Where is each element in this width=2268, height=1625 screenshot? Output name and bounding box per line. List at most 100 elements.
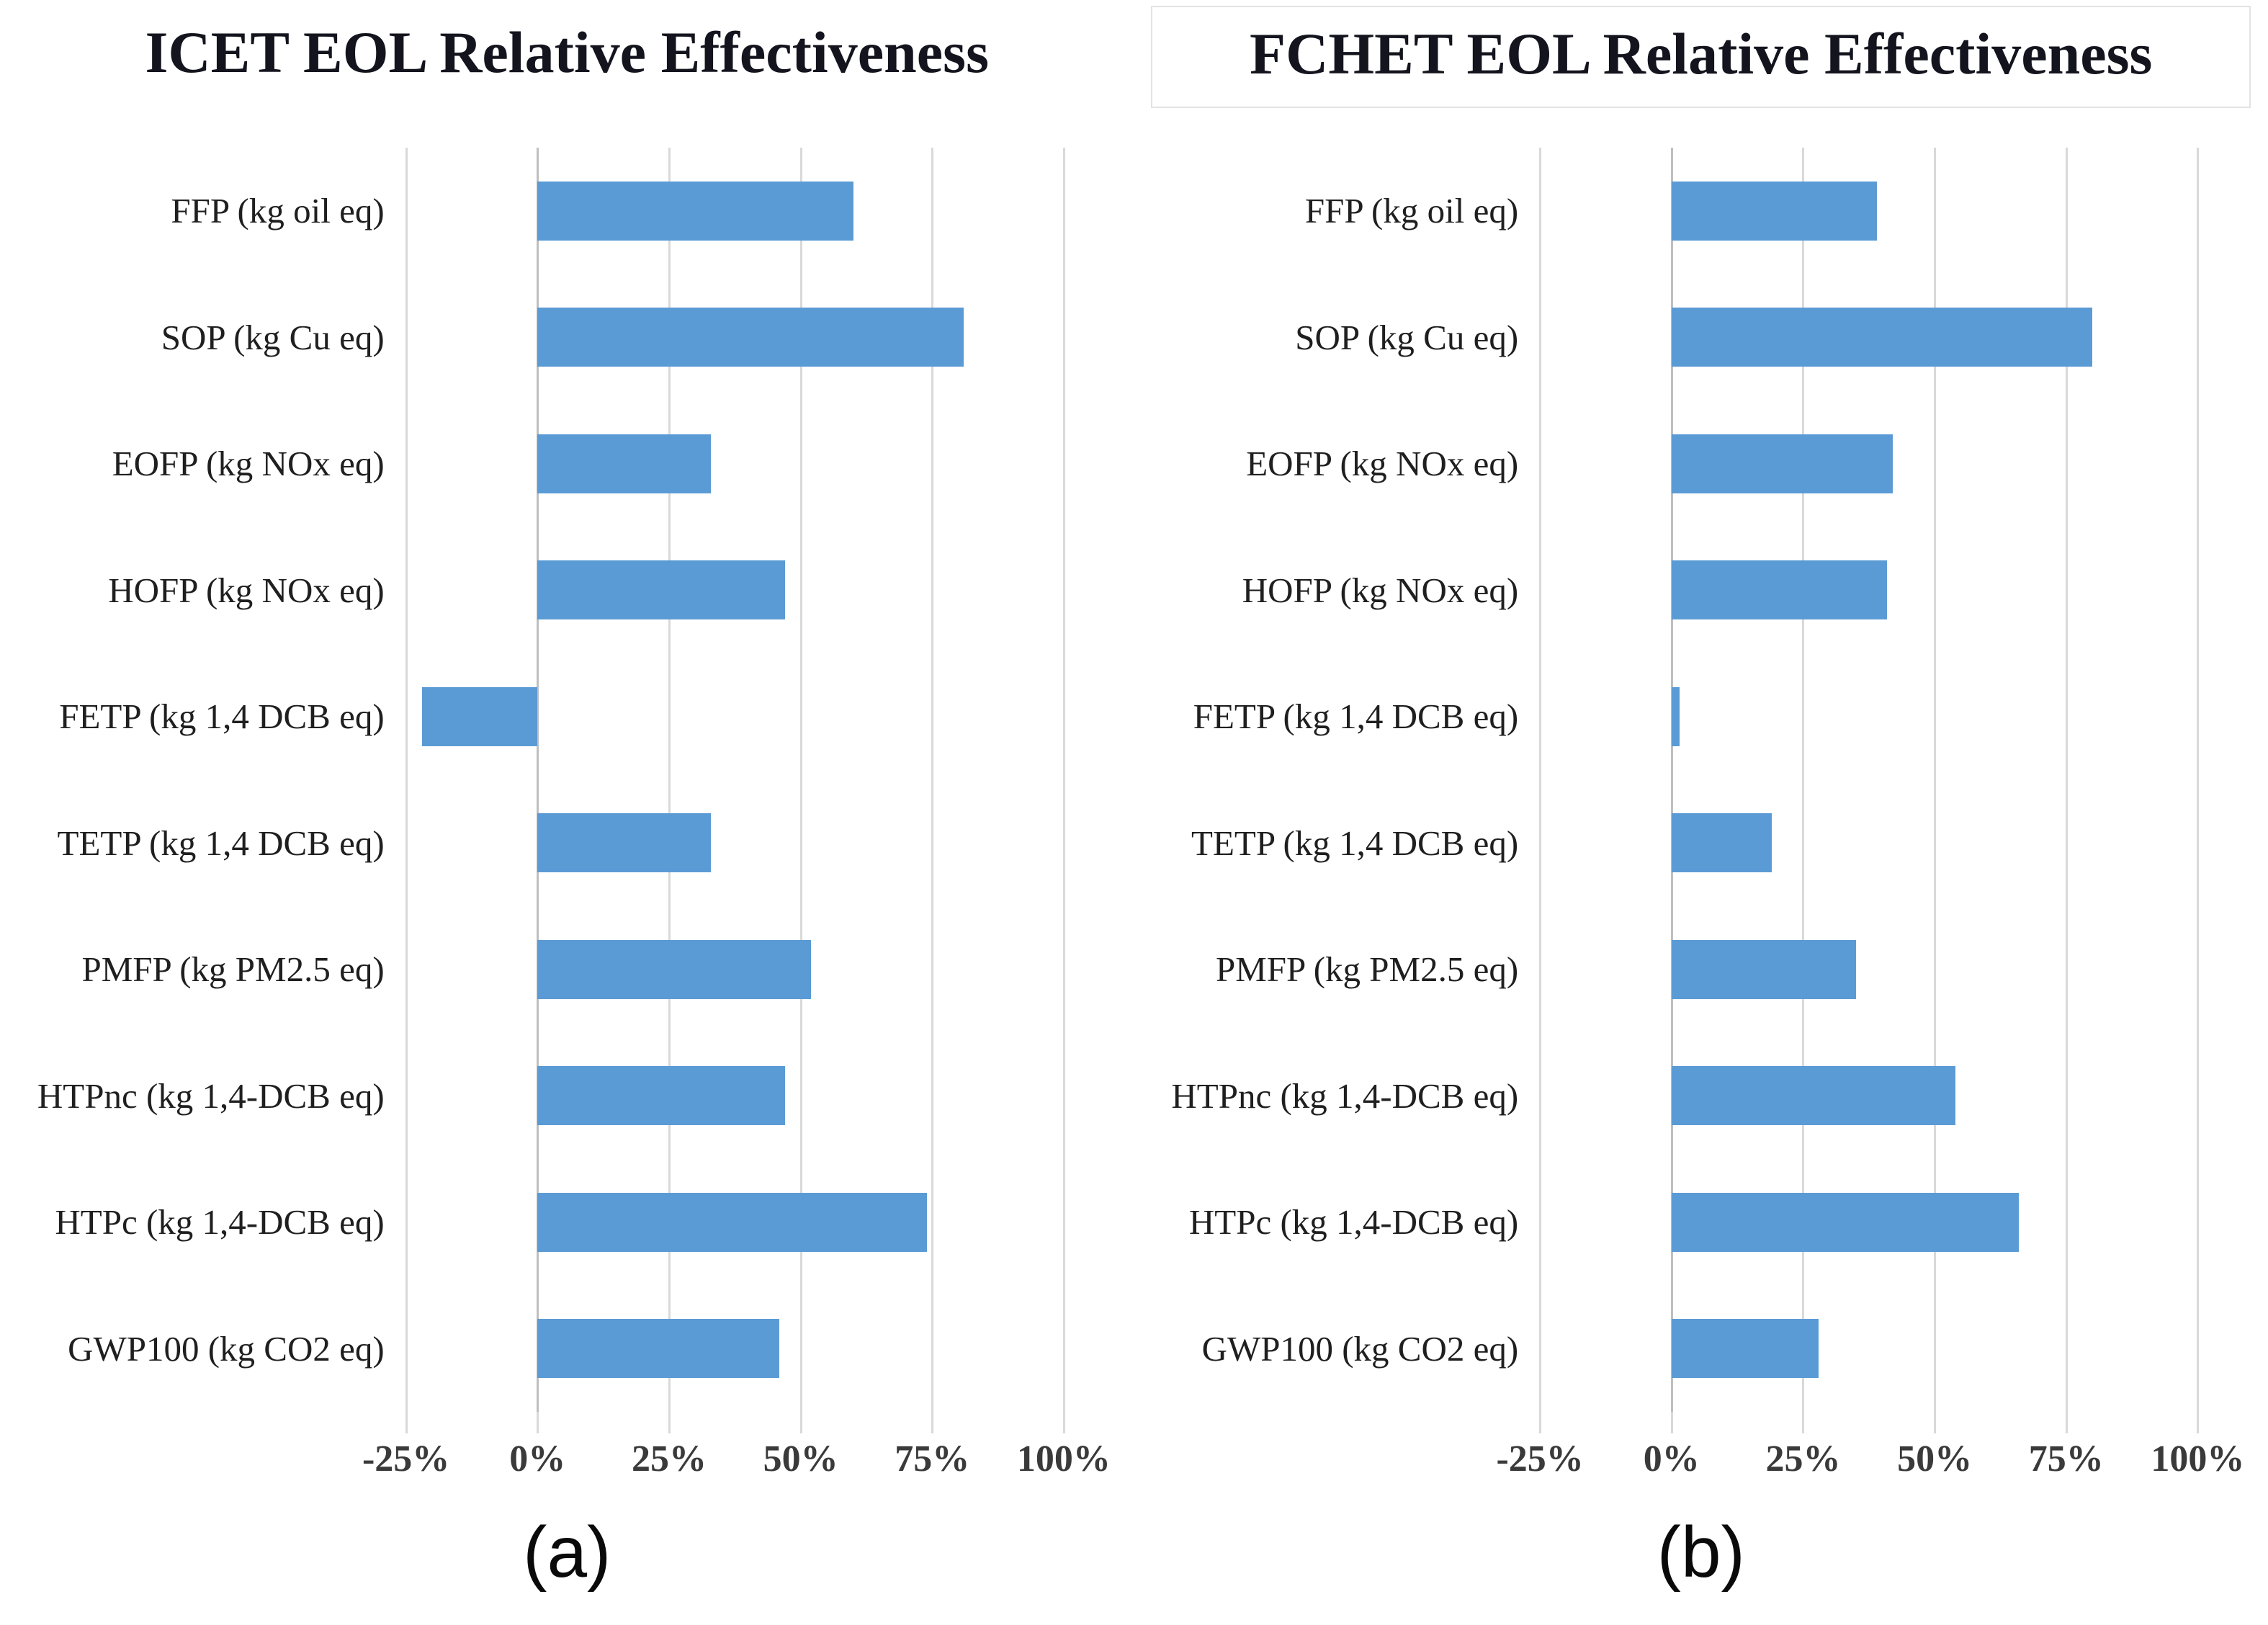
axis-tick-label: -25% <box>1496 1438 1584 1479</box>
category-label: HOFP (kg NOx eq) <box>108 570 385 610</box>
axis-tick-label: 0% <box>1643 1438 1700 1479</box>
bar-track <box>406 527 1064 654</box>
chart-row: FETP (kg 1,4 DCB eq) <box>0 653 1134 780</box>
category-label: HTPnc (kg 1,4-DCB eq) <box>37 1075 385 1116</box>
axis-tick-label: 100% <box>1016 1438 1111 1479</box>
bar-track <box>406 906 1064 1033</box>
title-box: ICET EOL Relative Effectiveness <box>117 6 1018 105</box>
bar-track <box>406 274 1064 401</box>
chart-row: FFP (kg oil eq) <box>1134 148 2268 274</box>
category-label: EOFP (kg NOx eq) <box>1246 444 1519 484</box>
title-box: FCHET EOL Relative Effectiveness <box>1151 6 2251 108</box>
x-axis: -25% 0% 25% 50% 75% 100% <box>362 1412 1111 1498</box>
bar <box>1671 1066 1956 1126</box>
bar-track <box>1540 780 2197 907</box>
category-label: PMFP (kg PM2.5 eq) <box>81 949 385 990</box>
bar-track <box>1540 400 2197 527</box>
gridline <box>537 148 539 1412</box>
tick-mark <box>1934 1412 1937 1433</box>
chart-title: FCHET EOL Relative Effectiveness <box>1250 21 2153 86</box>
category-label: GWP100 (kg CO2 eq) <box>1201 1328 1519 1369</box>
chart-panel-fchet: FCHET EOL Relative Effectiveness FFP (kg… <box>1134 0 2268 1498</box>
chart-row: HTPc (kg 1,4-DCB eq) <box>1134 1159 2268 1286</box>
bar <box>1671 813 1772 873</box>
chart-panel-icet: ICET EOL Relative Effectiveness FFP (kg … <box>0 0 1134 1498</box>
axis-tick-label: 75% <box>2028 1438 2104 1479</box>
category-label: FETP (kg 1,4 DCB eq) <box>59 697 385 737</box>
category-label: GWP100 (kg CO2 eq) <box>68 1328 385 1369</box>
tick-mark <box>537 1412 539 1433</box>
gridline <box>931 148 934 1412</box>
bar-track <box>406 653 1064 780</box>
gridline <box>2197 148 2200 1412</box>
gridline <box>1934 148 1937 1412</box>
category-label: TETP (kg 1,4 DCB eq) <box>1191 823 1519 863</box>
chart-row: PMFP (kg PM2.5 eq) <box>0 906 1134 1033</box>
gridline <box>405 148 408 1412</box>
chart-title: ICET EOL Relative Effectiveness <box>145 19 989 85</box>
tick-mark <box>931 1412 934 1433</box>
axis-tick-label: 50% <box>1897 1438 1973 1479</box>
bar <box>1671 308 2093 367</box>
category-label: FFP (kg oil eq) <box>1304 191 1519 231</box>
bar-track <box>406 1159 1064 1286</box>
bar <box>537 939 812 999</box>
bar <box>1671 686 1680 746</box>
title-row: FCHET EOL Relative Effectiveness <box>1134 0 2268 148</box>
bar <box>1671 560 1888 620</box>
bar-track <box>406 1033 1064 1160</box>
chart-row: FFP (kg oil eq) <box>0 148 1134 274</box>
chart-row: HOFP (kg NOx eq) <box>1134 527 2268 654</box>
category-label: SOP (kg Cu eq) <box>161 317 385 357</box>
category-label: TETP (kg 1,4 DCB eq) <box>57 823 385 863</box>
tick-mark <box>1802 1412 1805 1433</box>
bar-track <box>1540 653 2197 780</box>
tick-mark <box>1670 1412 1673 1433</box>
axis-tick-label: 0% <box>509 1438 566 1479</box>
category-label: FFP (kg oil eq) <box>171 191 385 231</box>
bar <box>537 560 785 620</box>
gridline <box>1670 148 1673 1412</box>
tick-mark <box>668 1412 671 1433</box>
axis-tick-label: 50% <box>763 1438 838 1479</box>
bar-track <box>406 400 1064 527</box>
bar-track <box>1540 274 2197 401</box>
bar-track <box>1540 1286 2197 1413</box>
gridline <box>1539 148 1542 1412</box>
chart-row: SOP (kg Cu eq) <box>1134 274 2268 401</box>
category-label: HTPc (kg 1,4-DCB eq) <box>55 1202 385 1243</box>
chart-row: EOFP (kg NOx eq) <box>1134 400 2268 527</box>
category-label: FETP (kg 1,4 DCB eq) <box>1193 697 1519 737</box>
gridline <box>799 148 802 1412</box>
title-row: ICET EOL Relative Effectiveness <box>0 0 1134 148</box>
x-axis: -25% 0% 25% 50% 75% 100% <box>1496 1412 2244 1498</box>
chart-row: SOP (kg Cu eq) <box>0 274 1134 401</box>
tick-mark <box>1539 1412 1542 1433</box>
gridline-layer <box>405 148 1065 1412</box>
axis-tick-label: 100% <box>2151 1438 2245 1479</box>
bar-track <box>1540 148 2197 274</box>
chart-row: PMFP (kg PM2.5 eq) <box>1134 906 2268 1033</box>
category-label: EOFP (kg NOx eq) <box>112 444 385 484</box>
tick-mark <box>2197 1412 2200 1433</box>
bar-track <box>1540 906 2197 1033</box>
chart-row: HOFP (kg NOx eq) <box>0 527 1134 654</box>
bar <box>537 1192 927 1252</box>
bar <box>1671 1192 2019 1252</box>
category-label: PMFP (kg PM2.5 eq) <box>1215 949 1519 990</box>
chart-row: GWP100 (kg CO2 eq) <box>1134 1286 2268 1413</box>
chart-row: FETP (kg 1,4 DCB eq) <box>1134 653 2268 780</box>
bar-track <box>406 148 1064 274</box>
caption-a: (a) <box>523 1512 611 1593</box>
category-label: HOFP (kg NOx eq) <box>1242 570 1519 610</box>
bar <box>537 1066 785 1126</box>
chart-row: TETP (kg 1,4 DCB eq) <box>0 780 1134 907</box>
axis-tick-label: 25% <box>1765 1438 1841 1479</box>
tick-mark <box>799 1412 802 1433</box>
bar <box>421 686 538 746</box>
gridline <box>2065 148 2068 1412</box>
tick-mark <box>1062 1412 1065 1433</box>
chart-row: TETP (kg 1,4 DCB eq) <box>1134 780 2268 907</box>
bar <box>1671 181 1877 241</box>
